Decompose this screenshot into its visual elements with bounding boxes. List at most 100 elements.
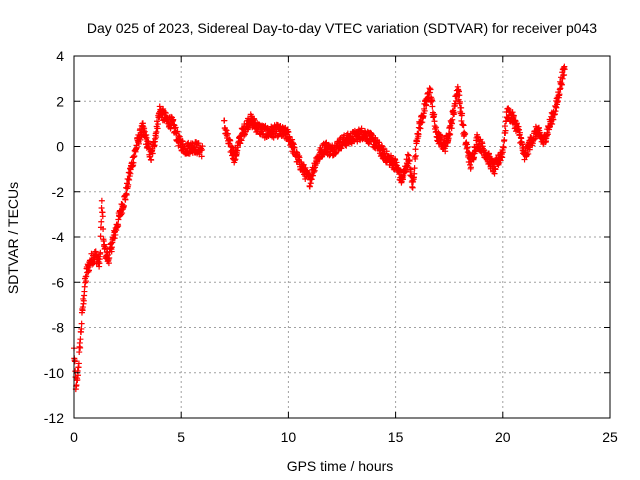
data-point	[442, 143, 449, 150]
data-point	[406, 158, 413, 165]
data-point	[418, 119, 425, 126]
y-tick-label: -4	[52, 229, 65, 245]
data-point	[120, 202, 127, 209]
data-point	[224, 130, 231, 137]
data-point	[97, 233, 104, 240]
data-point	[237, 140, 244, 147]
data-point	[77, 344, 84, 351]
data-point	[497, 157, 504, 164]
y-axis-title: SDTVAR / TECUs	[5, 182, 21, 294]
data-point	[308, 176, 315, 183]
data-point	[133, 144, 140, 151]
data-point	[78, 325, 85, 332]
data-point	[227, 137, 234, 144]
data-point	[427, 86, 434, 93]
data-point	[221, 117, 228, 124]
data-point	[525, 150, 532, 157]
data-point	[154, 121, 161, 128]
data-point	[135, 140, 142, 147]
data-point	[170, 116, 177, 123]
x-tick-label: 10	[281, 429, 297, 445]
data-point	[98, 197, 105, 204]
data-point	[98, 204, 105, 211]
data-point	[119, 210, 126, 217]
data-point	[557, 80, 564, 87]
data-point	[559, 75, 566, 82]
data-point	[429, 97, 436, 104]
data-point	[556, 86, 563, 93]
data-point	[96, 256, 103, 263]
y-tick-label: -6	[52, 274, 65, 290]
data-point	[199, 143, 206, 150]
data-point	[198, 153, 205, 160]
chart-title: Day 025 of 2023, Sidereal Day-to-day VTE…	[87, 20, 597, 36]
y-tick-label: -10	[44, 365, 64, 381]
data-point	[137, 125, 144, 132]
data-point	[456, 92, 463, 99]
y-tick-label: 2	[56, 93, 64, 109]
data-point	[516, 126, 523, 133]
data-point	[161, 109, 168, 116]
data-point	[412, 152, 419, 159]
data-point	[300, 161, 307, 168]
data-point	[383, 148, 390, 155]
data-point	[500, 144, 507, 151]
data-point	[172, 124, 179, 131]
data-point	[423, 102, 430, 109]
data-point	[125, 181, 132, 188]
data-point	[411, 165, 418, 172]
data-point	[108, 240, 115, 247]
data-point	[491, 170, 498, 177]
data-point	[291, 144, 298, 151]
data-point	[115, 216, 122, 223]
data-point	[153, 129, 160, 136]
data-point	[309, 172, 316, 179]
data-point	[149, 150, 156, 157]
data-point	[467, 164, 474, 171]
data-point	[97, 249, 104, 256]
data-point	[306, 183, 313, 190]
y-tick-label: 0	[56, 139, 64, 155]
data-point	[409, 184, 416, 191]
data-point	[510, 112, 517, 119]
data-point	[80, 297, 87, 304]
data-point	[245, 125, 252, 132]
data-point	[78, 320, 85, 327]
data-point	[549, 120, 556, 127]
x-tick-label: 25	[602, 429, 618, 445]
data-point	[456, 98, 463, 105]
data-point	[458, 104, 465, 111]
y-tick-label: -2	[52, 184, 65, 200]
data-point	[343, 142, 350, 149]
data-point	[558, 81, 565, 88]
data-point	[411, 170, 418, 177]
data-point	[492, 166, 499, 173]
data-points	[71, 63, 568, 393]
data-point	[113, 227, 120, 234]
y-tick-label: -8	[52, 320, 65, 336]
data-point	[404, 151, 411, 158]
data-point	[102, 243, 109, 250]
data-point	[83, 273, 90, 280]
data-point	[146, 153, 153, 160]
data-point	[481, 146, 488, 153]
data-point	[131, 153, 138, 160]
data-point	[74, 376, 81, 383]
data-point	[232, 156, 239, 163]
data-point	[126, 176, 133, 183]
data-point	[412, 146, 419, 153]
data-point	[74, 372, 81, 379]
data-point	[551, 111, 558, 118]
data-point	[104, 252, 111, 259]
data-point	[85, 268, 92, 275]
data-point	[141, 125, 148, 132]
data-point	[544, 131, 551, 138]
data-point	[554, 98, 561, 105]
data-point	[307, 180, 314, 187]
data-point	[421, 107, 428, 114]
data-point	[137, 136, 144, 143]
data-point	[447, 131, 454, 138]
data-point	[229, 144, 236, 151]
data-point	[449, 116, 456, 123]
data-point	[561, 71, 568, 78]
